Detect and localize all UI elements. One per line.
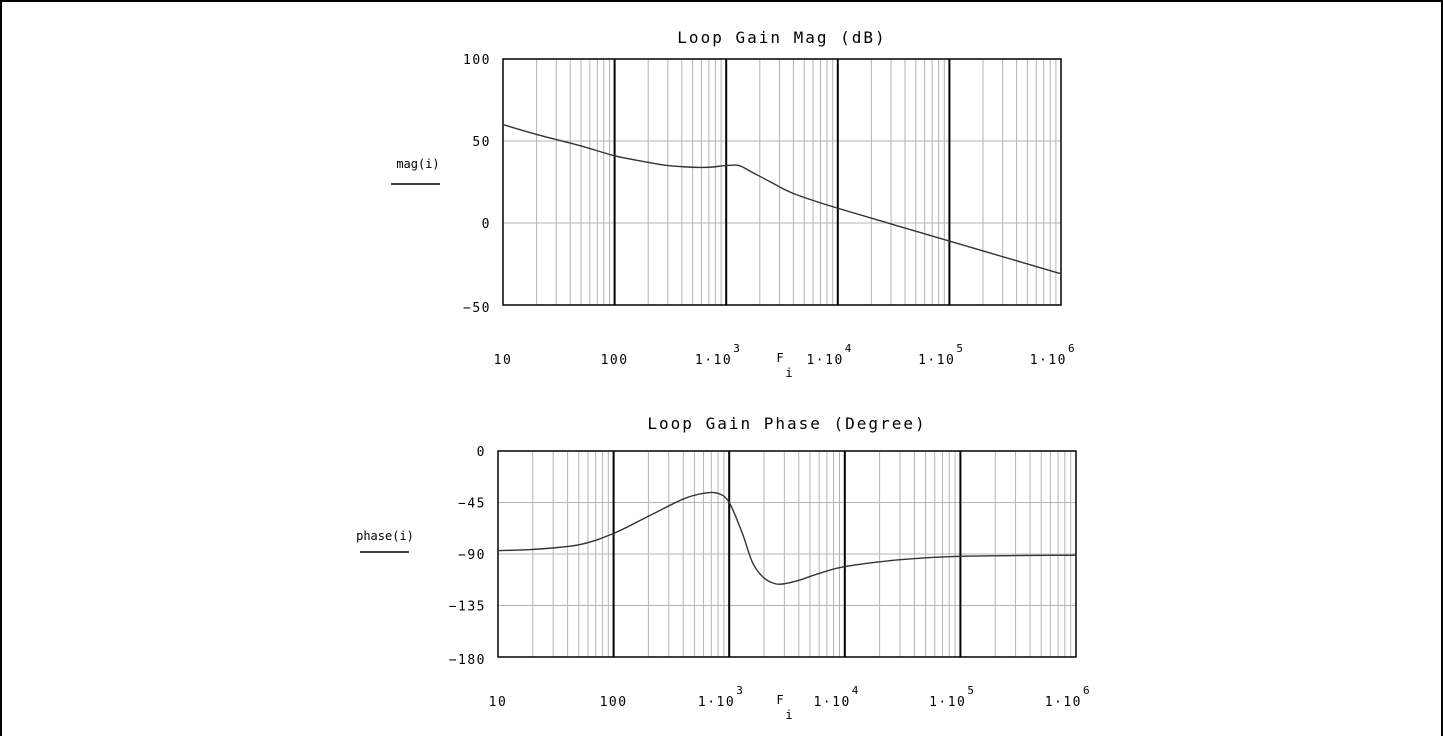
x-tick-base: 1·10 [1030, 353, 1067, 368]
x-tick-label: 10 [489, 695, 508, 710]
data-point [741, 532, 743, 535]
x-tick-label: 1·103 [695, 342, 740, 368]
x-tick-label: 100 [601, 353, 629, 368]
y-axis-label: mag(i) [396, 157, 439, 171]
x-tick-exponent: 3 [736, 684, 743, 697]
data-point [774, 583, 776, 585]
x-tick-label: 1·106 [1030, 342, 1075, 368]
data-point [738, 165, 740, 167]
x-tick-exponent: 4 [852, 684, 859, 697]
x-tick-label: 1·104 [813, 684, 858, 710]
data-point [899, 559, 901, 561]
x-tick-exponent: 6 [1068, 342, 1075, 355]
data-point [647, 515, 649, 517]
y-tick-label: 50 [472, 135, 491, 150]
data-point [770, 181, 772, 183]
data-point [502, 124, 504, 126]
x-tick-base: 10 [489, 695, 508, 710]
data-point [948, 240, 951, 242]
data-point [682, 498, 684, 500]
data-point [702, 492, 705, 494]
x-tick-base: 1·10 [813, 695, 850, 710]
x-tick-base: 1·10 [698, 695, 735, 710]
series-line [502, 123, 1062, 275]
data-point [717, 492, 719, 494]
y-tick-label: −135 [449, 600, 486, 615]
x-tick-exponent: 6 [1083, 684, 1090, 697]
y-axis-label: phase(i) [356, 529, 414, 543]
y-tick-label: 100 [463, 53, 491, 68]
x-tick-base: 10 [494, 353, 513, 368]
y-tick-label: 0 [477, 445, 486, 460]
x-tick-label: 1·104 [806, 342, 851, 368]
data-point [580, 145, 582, 147]
x-axis-label: F [776, 693, 783, 707]
chart-magnitude: Loop Gain Mag (dB) mag(i) −50 0 50 100 10 100 1·… [391, 28, 1075, 380]
data-point [497, 549, 499, 552]
data-point [798, 579, 800, 581]
data-point [667, 165, 669, 167]
data-point [1075, 554, 1077, 556]
data-point [708, 166, 710, 168]
data-point [818, 572, 820, 575]
plot-area [502, 58, 1062, 306]
data-point [751, 171, 753, 173]
x-tick-label: 1·106 [1045, 684, 1090, 710]
data-point [783, 583, 785, 585]
data-point [752, 562, 754, 564]
y-tick-label: −180 [449, 653, 486, 668]
data-point [578, 544, 580, 546]
x-tick-exponent: 5 [956, 342, 963, 355]
x-tick-base: 1·10 [806, 353, 843, 368]
x-tick-label: 100 [600, 695, 628, 710]
x-tick-exponent: 4 [845, 342, 852, 355]
chart-title: Loop Gain Phase (Degree) [647, 414, 926, 433]
x-tick-base: 100 [601, 353, 629, 368]
x-tick-base: 1·10 [695, 353, 732, 368]
y-tick-label: −45 [458, 497, 486, 512]
y-tick-label: −90 [458, 548, 486, 563]
x-axis-label-subscript: i [785, 366, 792, 380]
x-tick-exponent: 5 [967, 684, 974, 697]
x-tick-label: 1·105 [929, 684, 974, 710]
data-point [613, 532, 615, 535]
data-point [692, 166, 694, 168]
x-axis-label-subscript: i [785, 708, 792, 722]
data-point [763, 577, 765, 579]
y-tick-label: 0 [482, 217, 491, 232]
series-line [497, 491, 1077, 586]
x-axis-label: F [776, 351, 783, 365]
x-tick-label: 1·103 [698, 684, 743, 710]
x-tick-label: 10 [494, 353, 513, 368]
chart-title: Loop Gain Mag (dB) [677, 28, 886, 47]
x-tick-base: 1·10 [929, 695, 966, 710]
x-tick-label: 1·105 [918, 342, 963, 368]
data-point [728, 501, 730, 504]
data-point [792, 192, 794, 195]
plot-area [497, 450, 1077, 658]
data-point [535, 133, 538, 136]
data-point [614, 155, 616, 157]
data-point [844, 565, 846, 568]
data-point [647, 161, 649, 163]
x-tick-exponent: 3 [733, 342, 740, 355]
y-tick-label: −50 [463, 301, 491, 316]
x-tick-base: 100 [600, 695, 628, 710]
data-point [837, 207, 839, 209]
x-tick-base: 1·10 [1045, 695, 1082, 710]
data-point [1060, 273, 1062, 275]
data-point [959, 555, 962, 557]
data-point [532, 548, 534, 551]
x-tick-base: 1·10 [918, 353, 955, 368]
chart-phase: Loop Gain Phase (Degree) phase(i) −180 −135… [356, 414, 1090, 722]
data-point [725, 165, 727, 167]
